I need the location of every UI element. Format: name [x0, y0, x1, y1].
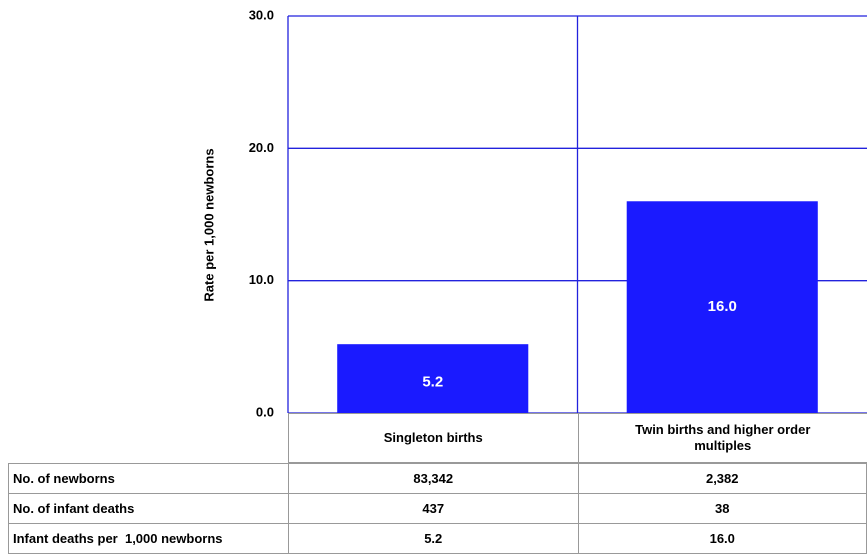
x-tick-label: Twin births and higher order multiples	[577, 413, 867, 463]
table-cell: 5.2	[288, 523, 579, 554]
table-cell: 38	[577, 493, 867, 524]
y-tick-label: 10.0	[249, 272, 274, 287]
row-header: No. of infant deaths	[8, 493, 289, 524]
y-tick-label: 30.0	[249, 7, 274, 22]
table-cell: 2,382	[577, 463, 867, 494]
data-label: 16.0	[708, 298, 737, 315]
row-header: Infant deaths per 1,000 newborns	[8, 523, 289, 554]
y-tick-label: 20.0	[249, 140, 274, 155]
table-cell: 437	[288, 493, 579, 524]
table-cell: 16.0	[577, 523, 867, 554]
row-header: No. of newborns	[8, 463, 289, 494]
y-tick-label: 0.0	[256, 404, 274, 419]
y-axis-label: Rate per 1,000 newborns	[201, 148, 216, 301]
x-tick-label: Singleton births	[288, 413, 579, 463]
data-label: 5.2	[422, 374, 443, 391]
bar	[626, 201, 818, 413]
bar	[337, 344, 529, 413]
table-cell: 83,342	[288, 463, 579, 494]
